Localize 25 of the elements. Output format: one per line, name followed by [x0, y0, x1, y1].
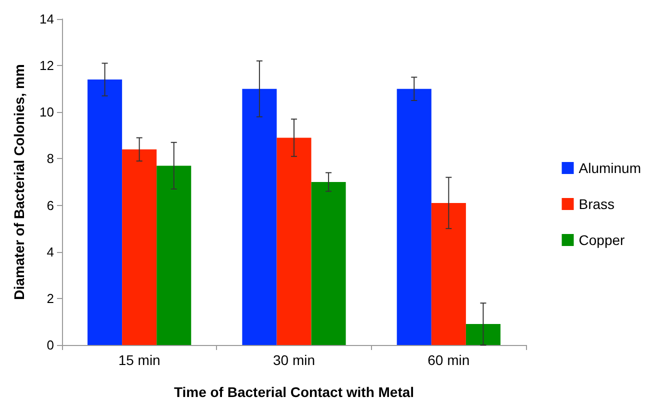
legend-label: Brass [578, 196, 615, 212]
bar [122, 149, 157, 345]
y-axis-title: Diamater of Bacterial Colonies, mm [11, 64, 27, 300]
x-tick-label: 60 min [428, 352, 470, 368]
y-tick-label: 4 [46, 244, 54, 260]
x-tick-label: 30 min [272, 352, 316, 368]
bar [466, 324, 500, 345]
x-tick-label: 15 min [118, 352, 160, 368]
legend-label: Copper [578, 232, 626, 248]
bar [431, 202, 466, 345]
legend-label: Aluminum [578, 160, 642, 176]
y-tick-label: 12 [40, 58, 54, 74]
bar [156, 166, 192, 345]
bar [276, 138, 312, 345]
bar [396, 88, 432, 345]
y-tick-label: 8 [46, 151, 54, 166]
y-tick-label: 14 [40, 12, 54, 26]
bar [242, 88, 277, 345]
x-axis-title: Time of Bacterial Contact with Metal [174, 384, 414, 400]
y-tick-label: 10 [40, 104, 54, 120]
bar [311, 182, 346, 345]
y-tick-label: 6 [46, 198, 54, 213]
bar [88, 80, 122, 345]
y-tick-label: 2 [46, 290, 54, 306]
y-tick-label: 0 [46, 338, 54, 352]
